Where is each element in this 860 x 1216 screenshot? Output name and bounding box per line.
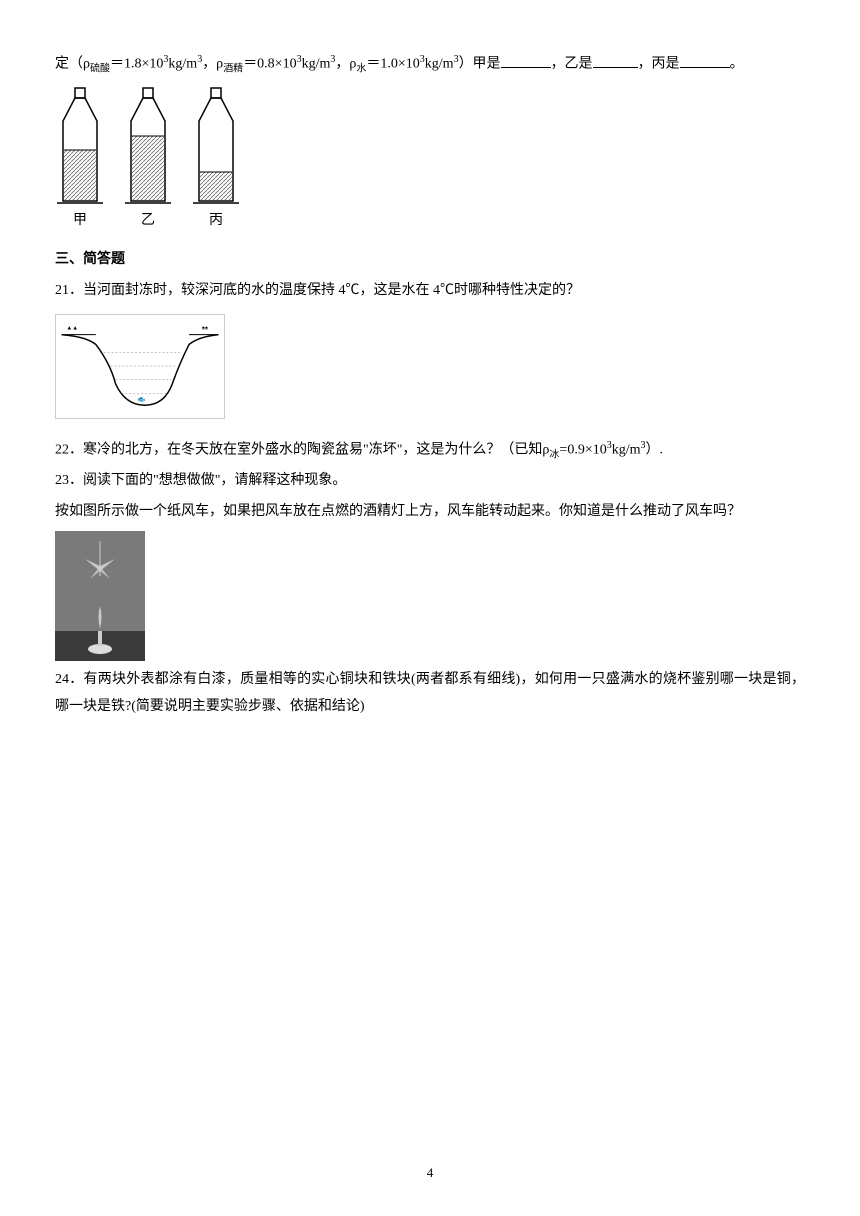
bottles-figure: 甲 乙 丙 [55,86,805,235]
page-number: 4 [427,1161,434,1186]
q22-text-a: 寒冷的北方，在冬天放在室外盛水的陶瓷盆易"冻坏"，这是为什么？（已知ρ [83,442,549,457]
unit2: kg/m [302,57,331,72]
q21-number: 21． [55,283,83,298]
bottle-bing: 丙 [191,86,241,235]
unit1: kg/m [168,57,197,72]
q24-number: 24． [55,672,83,687]
q24-text: 有两块外表都涂有白漆，质量相等的实心铜块和铁块(两者都系有细线)，如何用一只盛满… [55,672,805,714]
bottle-label-yi: 乙 [141,208,155,235]
bottle-label-bing: 丙 [209,208,223,235]
blank-jia [501,54,551,68]
intro-prefix: 定（ρ [55,57,90,72]
river-figure: ▲▲ ♠♠ 🐟 [55,314,225,419]
q23-paragraph-2: 按如图所示做一个纸风车，如果把风车放在点燃的酒精灯上方，风车能转动起来。你知道是… [55,499,805,526]
svg-text:🐟: 🐟 [137,397,146,404]
bottle-yi: 乙 [123,86,173,235]
svg-text:♠♠: ♠♠ [202,326,208,332]
bottle-svg-yi [123,86,173,206]
eq1: ＝1.8×10 [110,57,163,72]
svg-text:▲▲: ▲▲ [66,326,78,332]
blank-yi [593,54,638,68]
sep1: ，ρ [202,57,223,72]
q22-text-d: ）. [646,442,664,457]
section-header-3: 三、简答题 [55,247,805,274]
q22-text-c: kg/m [612,442,641,457]
sep2: ，ρ [335,57,356,72]
sub-sulfuric: 硫酸 [90,63,110,74]
bottle-svg-jia [55,86,105,206]
bottle-label-jia: 甲 [73,208,87,235]
q23-paragraph-1: 23．阅读下面的"想想做做"，请解释这种现象。 [55,468,805,495]
q21-paragraph: 21．当河面封冻时，较深河底的水的温度保持 4℃，这是水在 4℃时哪种特性决定的… [55,278,805,305]
end: 。 [730,57,744,72]
q21-text: 当河面封冻时，较深河底的水的温度保持 4℃，这是水在 4℃时哪种特性决定的？ [83,283,580,298]
q22-paragraph: 22．寒冷的北方，在冬天放在室外盛水的陶瓷盆易"冻坏"，这是为什么？（已知ρ冰=… [55,436,805,464]
mid2: ，丙是 [638,57,680,72]
q23-text: 阅读下面的"想想做做"，请解释这种现象。 [83,473,346,488]
q22-text-b: =0.9×10 [559,442,606,457]
q22-number: 22． [55,442,83,457]
sub-water: 水 [356,63,366,74]
sub-alcohol: 酒精 [223,63,243,74]
blank-bing [680,54,730,68]
bottle-svg-bing [191,86,241,206]
unit3: kg/m [425,57,454,72]
q24-paragraph: 24．有两块外表都涂有白漆，质量相等的实心铜块和铁块(两者都系有细线)，如何用一… [55,667,805,720]
windmill-figure [55,531,145,661]
eq3: ＝1.0×10 [366,57,419,72]
q22-sub: 冰 [549,449,559,460]
eq2: ＝0.8×10 [243,57,296,72]
q23-number: 23． [55,473,83,488]
close: ）甲是 [459,57,501,72]
mid1: ，乙是 [551,57,593,72]
bottle-jia: 甲 [55,86,105,235]
intro-paragraph: 定（ρ硫酸＝1.8×103kg/m3，ρ酒精＝0.8×103kg/m3，ρ水＝1… [55,50,805,78]
